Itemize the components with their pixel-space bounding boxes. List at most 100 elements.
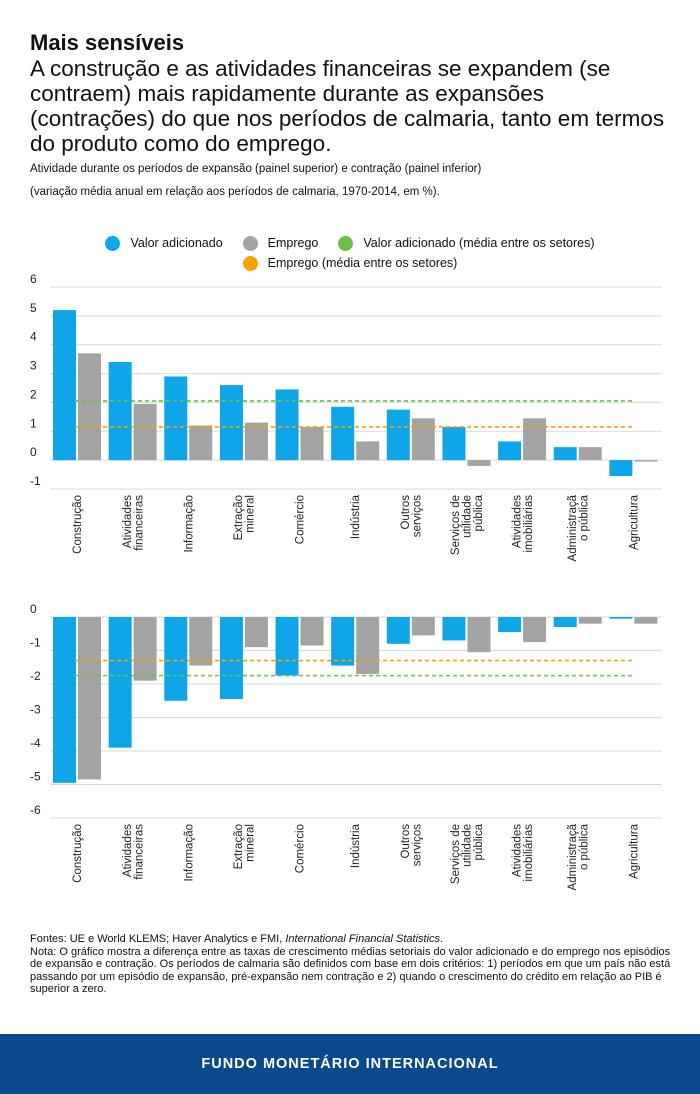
category-label: Comércio bbox=[295, 824, 307, 873]
y-tick-label: 3 bbox=[30, 359, 37, 373]
bar-employment bbox=[578, 617, 602, 624]
bar-employment bbox=[634, 460, 658, 462]
legend-item-employment-avg: Emprego (média entre os setores) bbox=[242, 255, 458, 271]
category-label-line: Comércio bbox=[295, 495, 307, 544]
y-tick-label: -4 bbox=[30, 736, 41, 750]
category-label-line: Serviços de bbox=[450, 824, 462, 884]
category-label-line: Atividades bbox=[511, 824, 523, 877]
category-label-line: Serviços de bbox=[450, 495, 462, 555]
bar-employment bbox=[467, 460, 491, 466]
category-label-line: Comércio bbox=[295, 824, 307, 873]
legend-item-value-added-avg: Valor adicionado (média entre os setores… bbox=[338, 235, 595, 251]
category-label-line: Construção bbox=[72, 495, 84, 554]
bar-employment bbox=[78, 617, 101, 780]
category-label: Outros serviços bbox=[400, 824, 424, 866]
category-label: Administraçã o pública bbox=[567, 823, 591, 890]
category-label-line: Informação bbox=[183, 824, 195, 882]
sources-suffix: . bbox=[440, 933, 444, 945]
footer-band: FUNDO MONETÁRIO INTERNACIONAL bbox=[0, 1034, 700, 1094]
bar-value-added bbox=[442, 426, 466, 461]
category-label-line: Extração bbox=[233, 824, 245, 869]
category-label-line: serviços bbox=[412, 495, 424, 537]
bar-employment bbox=[244, 617, 268, 648]
bar-value-added bbox=[108, 362, 132, 461]
bar-value-added bbox=[219, 385, 243, 461]
category-label-line: o pública bbox=[578, 823, 590, 870]
category-label-line: utilidade bbox=[461, 824, 473, 867]
bar-employment bbox=[634, 617, 658, 624]
bar-employment bbox=[300, 617, 324, 646]
y-tick-label: 2 bbox=[30, 387, 37, 401]
note: Nota: O gráfico mostra a diferença entre… bbox=[30, 945, 671, 996]
category-label: Indústria bbox=[350, 494, 362, 539]
category-label: Agricultura bbox=[628, 494, 640, 550]
bar-value-added bbox=[219, 617, 243, 700]
category-label: Administraçã o pública bbox=[567, 494, 591, 561]
legend-label-value-added-avg: Valor adicionado (média entre os setores… bbox=[363, 236, 595, 250]
y-tick-label: 0 bbox=[30, 445, 37, 459]
bar-employment bbox=[189, 425, 213, 461]
y-tick-label: -5 bbox=[30, 770, 41, 784]
y-tick-label: -1 bbox=[30, 474, 41, 488]
bar-value-added bbox=[53, 617, 76, 783]
y-tick-label: -6 bbox=[30, 803, 41, 817]
bar-value-added bbox=[553, 447, 577, 461]
bar-value-added bbox=[164, 376, 188, 461]
sources-italic: International Financial Statistics bbox=[285, 933, 441, 945]
category-label-line: Indústria bbox=[350, 823, 362, 868]
bar-value-added bbox=[53, 310, 76, 461]
legend-label-employment-avg: Emprego (média entre os setores) bbox=[267, 256, 458, 270]
legend-swatch-employment bbox=[242, 235, 258, 251]
category-label: Extração mineral bbox=[233, 824, 257, 869]
category-label: Indústria bbox=[350, 823, 362, 868]
legend-label-value-added: Valor adicionado bbox=[130, 236, 223, 250]
header: Mais sensíveis A construção e as ativida… bbox=[30, 30, 670, 199]
category-label-line: serviços bbox=[412, 824, 424, 866]
y-tick-label: 4 bbox=[30, 330, 37, 344]
bar-employment bbox=[467, 617, 491, 653]
category-label: Informação bbox=[183, 495, 195, 553]
category-label: Construção bbox=[72, 495, 84, 554]
category-label-line: Atividades bbox=[511, 495, 523, 548]
bar-value-added bbox=[498, 441, 522, 461]
category-label-line: Agricultura bbox=[628, 494, 640, 550]
subtitle-units: (variação média anual em relação aos per… bbox=[30, 186, 440, 198]
y-tick-label: 0 bbox=[30, 602, 37, 616]
bar-value-added bbox=[331, 406, 355, 461]
category-label-line: imobiliárias bbox=[523, 824, 535, 882]
category-label-line: pública bbox=[473, 823, 485, 860]
sources-text: Fontes: UE e World KLEMS; Haver Analytic… bbox=[30, 933, 286, 945]
bar-value-added bbox=[275, 617, 299, 676]
bar-value-added bbox=[609, 617, 633, 619]
y-tick-label: 5 bbox=[30, 301, 37, 315]
organization-name: FUNDO MONETÁRIO INTERNACIONAL bbox=[201, 1056, 499, 1072]
category-label-line: mineral bbox=[245, 824, 257, 862]
bar-employment bbox=[356, 617, 380, 674]
bar-value-added bbox=[553, 617, 577, 628]
category-label-line: financeiras bbox=[133, 495, 145, 551]
subtitle: Atividade durante os períodos de expansã… bbox=[30, 163, 482, 175]
category-label-line: Atividades bbox=[122, 824, 134, 877]
category-label: Construção bbox=[72, 824, 84, 883]
category-label: Serviços de utilidade pública bbox=[450, 823, 485, 884]
category-label-line: Agricultura bbox=[628, 823, 640, 879]
bar-employment bbox=[523, 617, 547, 643]
kicker: Mais sensíveis bbox=[30, 30, 185, 55]
category-label-line: imobiliárias bbox=[523, 495, 535, 553]
bar-employment bbox=[411, 617, 435, 636]
category-label: Comércio bbox=[295, 495, 307, 544]
legend-swatch-value-added bbox=[105, 235, 121, 251]
bar-employment bbox=[189, 617, 213, 666]
bar-value-added bbox=[609, 460, 633, 477]
bar-value-added bbox=[108, 617, 132, 748]
bar-employment bbox=[133, 617, 157, 681]
headline: A construção e as atividades financeiras… bbox=[30, 56, 665, 156]
category-label: Extração mineral bbox=[233, 495, 257, 540]
y-tick-label: 6 bbox=[30, 272, 37, 286]
y-tick-label: -1 bbox=[30, 636, 41, 650]
bar-employment bbox=[411, 418, 435, 461]
category-label-line: Administraçã bbox=[567, 823, 579, 890]
category-label: Atividades financeiras bbox=[122, 824, 146, 880]
